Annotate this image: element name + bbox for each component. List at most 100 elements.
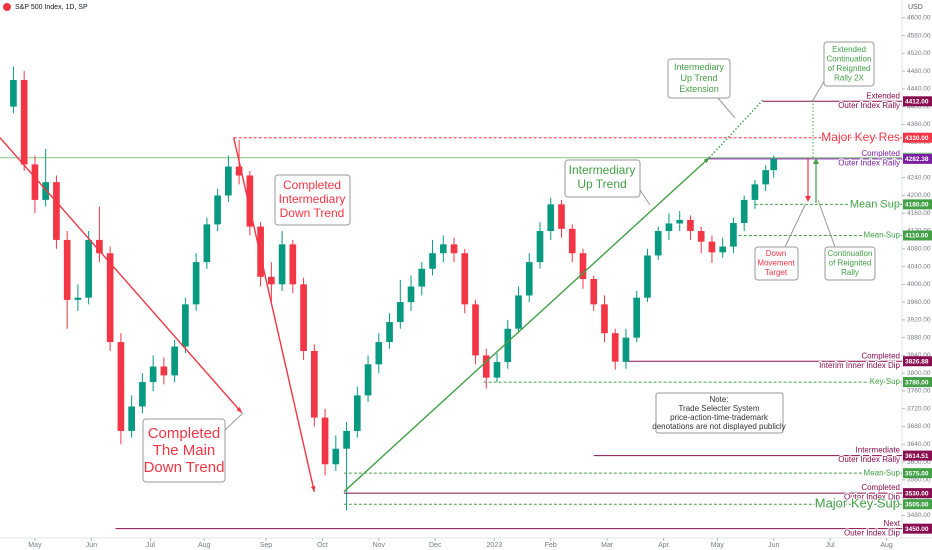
candle-body (321, 417, 329, 465)
note-text: Note: Trade Selecter System price-action-t… (652, 395, 785, 431)
price-tag-label: 4110.00 (905, 233, 929, 240)
callout: Intermediary Up Trend Extension (667, 58, 736, 119)
callout: Completed The Main Down Trend (142, 412, 244, 483)
candle-body (676, 219, 684, 224)
candle-body (751, 184, 759, 200)
level-caption: Mean Sup (850, 198, 900, 210)
trend-line (233, 137, 316, 492)
candle-body (106, 253, 114, 343)
candle-body (386, 322, 393, 343)
candle-body (300, 284, 307, 351)
y-tick-label: 4160.00 (907, 210, 931, 217)
callout-text: Extended Continuation of Reignited Rally 2X (827, 45, 872, 83)
y-tick-label: 4520.00 (907, 50, 931, 57)
candle-body (654, 231, 662, 256)
candle-body (590, 278, 598, 305)
candle-body (579, 253, 587, 279)
candle-body (353, 395, 361, 431)
y-tick-label: 3840.00 (907, 352, 931, 359)
price-tag-label: 3450.00 (905, 526, 929, 533)
trend-line (0, 137, 243, 414)
candle-body (450, 244, 458, 254)
x-tick-label: Jun (768, 542, 779, 549)
candle-body (42, 182, 50, 200)
candle-body (235, 166, 243, 176)
price-tag-label: 3780.00 (905, 379, 929, 386)
level-caption: Outer Index Dip (844, 528, 901, 537)
x-tick-label: May (28, 542, 42, 549)
callout-box (824, 246, 876, 281)
y-tick-label: 3640.00 (907, 441, 931, 448)
level-caption: Outer Index Dip (844, 493, 901, 502)
candle-body (278, 244, 286, 285)
candle-body (246, 175, 254, 227)
level-caption: Next (884, 519, 901, 528)
y-tick-label: 4600.00 (907, 14, 931, 21)
y-tick-label: 4560.00 (907, 32, 931, 39)
candle-body (536, 231, 544, 263)
candle-body (472, 304, 479, 356)
candle-body (439, 244, 447, 254)
candle-body (482, 355, 490, 378)
x-tick-label: Mar (601, 542, 614, 549)
candle-body (31, 164, 39, 200)
callout-text: Completed The Main Down Trend (144, 425, 225, 476)
candle-body (633, 297, 641, 338)
y-tick-label: 4480.00 (907, 68, 931, 75)
y-tick-label: 3800.00 (907, 370, 931, 377)
x-tick-label: Nov (373, 542, 386, 549)
level-caption: Key Sup (870, 377, 901, 386)
candle-body (160, 366, 168, 376)
arrow-head (236, 407, 242, 413)
callout-pointer (717, 97, 736, 119)
y-tick-label: 4440.00 (907, 86, 931, 93)
candle-body (730, 223, 737, 247)
candle-body (601, 304, 608, 334)
candle-body (687, 219, 694, 232)
callout: Continuation of Reignited Rally (817, 199, 876, 281)
trend-line (343, 157, 710, 493)
note-box (655, 392, 784, 434)
candle-body (407, 286, 415, 303)
candle-body (53, 182, 60, 240)
level-caption: Outer Index Rally (838, 101, 900, 110)
price-tag-label: 4330.00 (905, 135, 929, 142)
y-tick-label: 4200.00 (907, 192, 931, 199)
candle-body (504, 328, 512, 363)
candle-body (74, 297, 82, 300)
chart-title: S&P 500 Index, 1D, SP (15, 4, 88, 11)
candle-body (192, 262, 200, 305)
candle-body (558, 204, 565, 229)
callout-pointer (812, 79, 826, 101)
candle-body (332, 448, 340, 465)
price-tag (903, 523, 932, 534)
candle-body (525, 262, 533, 296)
y-tick-label: 3720.00 (907, 405, 931, 412)
level-caption: Completed (861, 351, 900, 360)
candle-body (63, 239, 71, 300)
candle-body (289, 244, 297, 285)
candle-body (644, 255, 651, 298)
arrow-head (805, 196, 811, 202)
candle-body (719, 246, 727, 253)
level-caption: Intermediate (856, 446, 901, 455)
x-tick-label: Feb (545, 542, 557, 549)
candle-body (364, 364, 372, 396)
candle-body (225, 166, 232, 196)
candle-body (85, 239, 92, 298)
candle-body (665, 223, 673, 232)
candle-body (547, 204, 555, 232)
price-tag (903, 132, 932, 143)
level-caption: Interim Inner Index Dip (819, 361, 900, 370)
level-caption: Mean Sup (864, 231, 901, 240)
price-tag (903, 153, 932, 164)
y-tick-label: 4000.00 (907, 281, 931, 288)
candle-body (708, 241, 716, 253)
arrow-head (703, 157, 710, 164)
y-tick-label: 3760.00 (907, 388, 931, 395)
candle-body (770, 159, 778, 171)
callout-pointer (784, 204, 806, 248)
price-tag-label: 3575.00 (905, 470, 929, 477)
candle-body (740, 199, 748, 224)
